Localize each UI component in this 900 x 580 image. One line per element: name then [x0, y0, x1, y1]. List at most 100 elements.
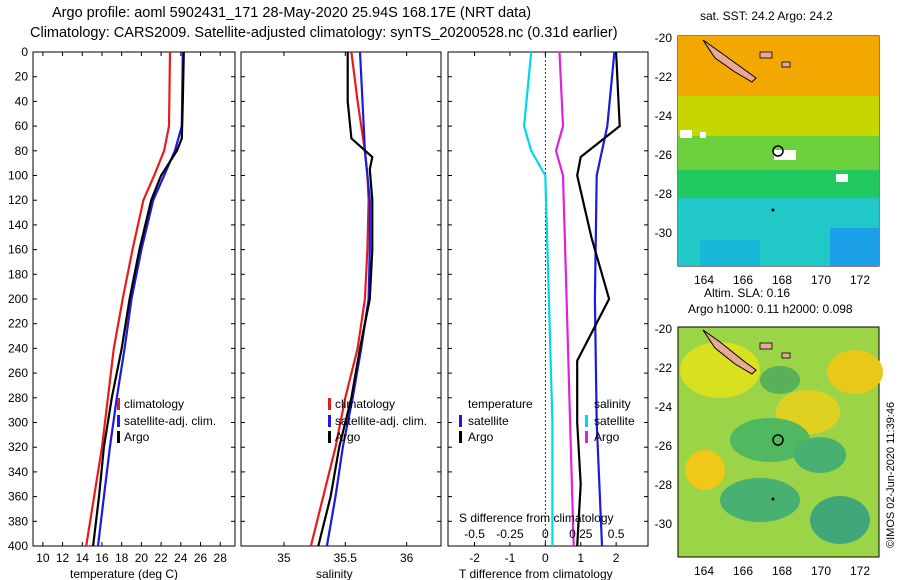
depth-tick-label: 20 [15, 70, 29, 84]
new-caledonia-island [702, 329, 757, 375]
map-lat-label: -22 [655, 361, 673, 375]
legend-satellite: satellite-adj. clim. [335, 414, 427, 428]
x-tick-label: 24 [174, 551, 188, 565]
sst-map [677, 35, 880, 267]
sla-map-subtitle: Argo h1000: 0.11 h2000: 0.098 [688, 302, 853, 316]
sst-map-title: sat. SST: 24.2 Argo: 24.2 [700, 9, 833, 23]
imos-credit: ©IMOS 02-Jun-2020 11:39:46 [885, 402, 897, 548]
argo-float-marker [772, 434, 784, 446]
salinity-diff-label: S difference from climatology [459, 511, 614, 525]
depth-tick-label: 80 [15, 144, 29, 158]
sla-map-title: Altim. SLA: 0.16 [704, 286, 790, 300]
map-lon-label: 164 [694, 273, 714, 287]
panel-frame-temperature [32, 51, 236, 547]
legend-swatch-climatology [328, 398, 331, 410]
salinity-legend: climatology satellite-adj. clim. Argo [328, 397, 427, 444]
depth-tick-label: 0 [21, 45, 28, 59]
depth-tick-label: 200 [8, 292, 28, 306]
depth-tick-label: 160 [8, 243, 28, 257]
legend-salinity-argo: Argo [594, 430, 620, 444]
series-salinity-argo [576, 51, 621, 547]
legend-salinity-satellite: satellite [594, 414, 635, 428]
depth-tick-label: 300 [8, 416, 28, 430]
legend-satellite: satellite-adj. clim. [124, 414, 216, 428]
legend-temperature-title: temperature [468, 397, 533, 411]
map-lon-label: 172 [850, 273, 870, 287]
x-tick-label: 35 [277, 551, 291, 565]
x2-tick-label: -0.5 [464, 527, 485, 541]
new-caledonia-island [702, 39, 757, 83]
depth-tick-label: 220 [8, 317, 28, 331]
x-tick-label: 18 [115, 551, 129, 565]
x-tick-label: 1 [577, 551, 584, 565]
map-lon-label: 172 [850, 564, 870, 578]
profile-title: Argo profile: aoml 5902431_171 28-May-20… [52, 5, 532, 21]
x-tick-label: 2 [613, 551, 620, 565]
map-lat-label: -30 [655, 226, 673, 240]
temperature-xlabel: temperature (deg C) [70, 567, 178, 580]
depth-tick-label: 120 [8, 193, 28, 207]
panel-frame-salinity [240, 51, 442, 547]
legend-swatch-argo-diff [585, 431, 588, 443]
map-lat-label: -28 [655, 478, 673, 492]
difference-legend: temperature satellite Argo salinity sate… [459, 397, 635, 444]
depth-tick-label: 240 [8, 341, 28, 355]
legend-swatch-climatology [117, 398, 120, 410]
depth-tick-label: 320 [8, 440, 28, 454]
map-lon-label: 166 [733, 564, 753, 578]
depth-tick-label: 380 [8, 514, 28, 528]
legend-temperature-satellite: satellite [468, 414, 509, 428]
x-tick-label: 36 [400, 551, 414, 565]
series-salinity-satellite [593, 51, 616, 547]
legend-swatch-satellite [328, 415, 331, 427]
legend-swatch-satellite [117, 415, 120, 427]
legend-climatology: climatology [335, 397, 395, 411]
x-tick-label: 10 [36, 551, 50, 565]
legend-argo: Argo [335, 430, 361, 444]
x-tick-label: 14 [76, 551, 90, 565]
legend-swatch-sat-diff [585, 415, 588, 427]
legend-salinity-title: salinity [594, 397, 631, 411]
series-argo [317, 52, 374, 547]
legend-swatch-argo [117, 431, 120, 443]
x-tick-label: 26 [194, 551, 208, 565]
depth-tick-label: 60 [15, 119, 29, 133]
depth-tick-label: 40 [15, 94, 29, 108]
x-tick-label: 0 [542, 551, 549, 565]
map-lon-label: 164 [694, 564, 714, 578]
map-lon-label: 170 [811, 564, 831, 578]
map-lat-label: -22 [655, 70, 673, 84]
map-lon-label: 166 [733, 273, 753, 287]
temperature-legend: climatology satellite-adj. clim. Argo [117, 397, 216, 444]
x-tick-label: 35.5 [334, 551, 358, 565]
map-lat-label: -20 [655, 31, 673, 45]
x-tick-label: -2 [469, 551, 480, 565]
series-satellite-adj-clim- [96, 51, 184, 547]
legend-swatch-satellite [459, 415, 462, 427]
depth-tick-label: 140 [8, 218, 28, 232]
depth-tick-label: 100 [8, 169, 28, 183]
x2-tick-label: -0.25 [496, 527, 524, 541]
series-satellite-adj-clim- [325, 51, 371, 547]
map-lon-label: 168 [772, 564, 792, 578]
series-climatology [85, 51, 172, 547]
x-tick-label: 16 [95, 551, 109, 565]
map-lat-label: -28 [655, 187, 673, 201]
depth-tick-label: 260 [8, 366, 28, 380]
series-temperature-satellite [522, 51, 554, 546]
map-lat-label: -30 [655, 517, 673, 531]
legend-climatology: climatology [124, 397, 184, 411]
legend-argo: Argo [124, 430, 150, 444]
salinity-xlabel: salinity [316, 567, 353, 580]
legend-temperature-argo: Argo [468, 430, 494, 444]
depth-tick-label: 400 [8, 539, 28, 553]
sla-map [677, 326, 883, 558]
map-lat-label: -26 [655, 439, 673, 453]
x-tick-label: 12 [56, 551, 70, 565]
argo-float-marker [772, 145, 784, 157]
x2-tick-label: 0.5 [608, 527, 625, 541]
x-tick-label: -1 [505, 551, 516, 565]
x-tick-label: 22 [154, 551, 168, 565]
difference-xlabel: T difference from climatology [459, 567, 613, 580]
x2-tick-label: 0.25 [569, 527, 593, 541]
